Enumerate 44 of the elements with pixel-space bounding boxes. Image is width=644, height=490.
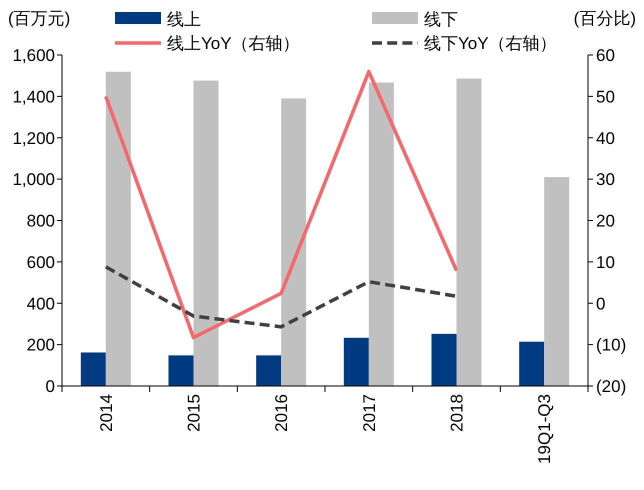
y2-tick-label: 0: [596, 294, 606, 314]
y2-tick-label: 40: [596, 128, 615, 148]
x-tick-label: 2017: [360, 394, 379, 432]
y2-tick-label: (20): [596, 377, 626, 396]
y-tick-label: 1,000: [12, 170, 55, 190]
y-tick-label: 600: [26, 252, 55, 272]
bar: [281, 98, 306, 386]
y2-tick-label: 20: [596, 212, 615, 230]
y-tick-label: 1,200: [12, 128, 55, 148]
y2-tick-label: (10): [596, 336, 626, 355]
y2-axis-title: (百分比): [574, 9, 636, 28]
bar: [456, 78, 482, 386]
bar: [256, 355, 282, 386]
bar: [80, 352, 106, 386]
bar: [519, 342, 544, 386]
x-tick-label: 2014: [96, 394, 116, 432]
y-tick-label: 800: [26, 212, 55, 230]
bar: [344, 338, 369, 386]
legend-label: 线下: [424, 10, 458, 29]
legend-label: 线上: [167, 10, 201, 29]
y2-tick-label: 50: [596, 87, 615, 106]
y-axis-title: (百万元): [8, 9, 70, 28]
bar: [544, 177, 570, 386]
bar: [194, 80, 218, 386]
x-tick-label: 19Q1-Q3: [535, 394, 554, 464]
y-tick-label: 200: [26, 336, 55, 355]
line-series: [104, 70, 458, 340]
y2-tick-label: 10: [596, 252, 615, 272]
legend-label: 线上YoY（右轴）: [167, 34, 300, 53]
bar: [106, 72, 131, 386]
x-tick-label: 2015: [184, 394, 204, 432]
line-series: [104, 265, 458, 329]
legend-label: 线下YoY（右轴）: [424, 34, 557, 53]
x-tick-label: 2018: [448, 394, 466, 432]
bar: [368, 82, 394, 386]
bar: [168, 355, 194, 386]
bar: [432, 334, 456, 386]
y2-tick-label: 30: [596, 170, 615, 190]
y-tick-label: 0: [46, 377, 55, 396]
y-tick-label: 1,600: [12, 46, 55, 65]
x-tick-label: 2016: [272, 394, 292, 432]
y-tick-label: 1,400: [12, 87, 55, 106]
y-tick-label: 400: [26, 294, 55, 314]
y2-tick-label: 60: [596, 46, 615, 65]
